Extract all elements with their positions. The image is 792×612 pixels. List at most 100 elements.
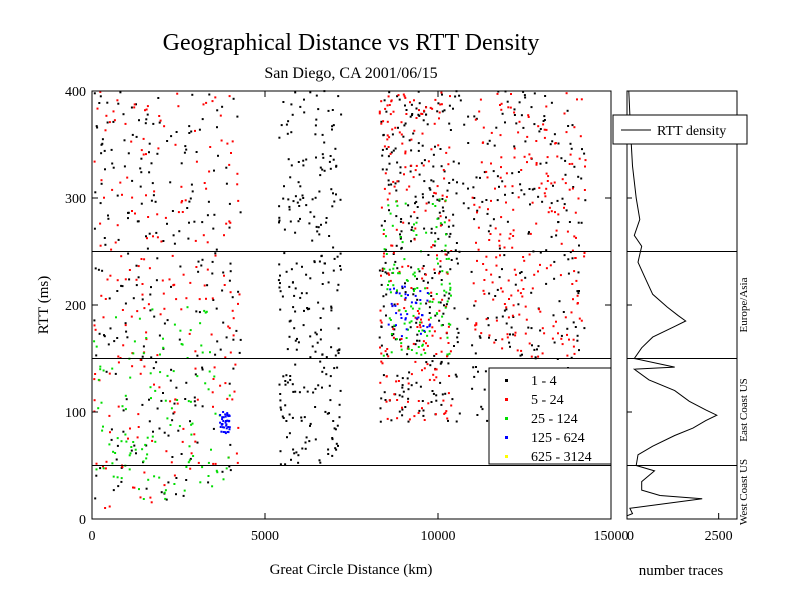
scatter-point: [572, 338, 575, 341]
scatter-point: [125, 398, 128, 401]
scatter-point: [333, 367, 336, 370]
scatter-point: [421, 193, 424, 196]
scatter-point: [400, 133, 403, 136]
scatter-point: [115, 316, 117, 319]
scatter-point: [425, 231, 428, 234]
scatter-point: [380, 397, 383, 400]
scatter-point: [142, 153, 145, 156]
scatter-point: [399, 166, 402, 169]
scatter-point: [439, 265, 442, 268]
scatter-point: [395, 338, 398, 341]
scatter-point: [94, 373, 97, 375]
scatter-point: [161, 279, 164, 282]
scatter-point: [495, 319, 498, 322]
scatter-point: [445, 253, 448, 256]
scatter-point: [214, 254, 217, 257]
scatter-point: [393, 393, 396, 396]
scatter-point: [441, 198, 444, 200]
scatter-point: [483, 388, 486, 391]
scatter-point: [385, 400, 388, 403]
scatter-point: [416, 333, 419, 336]
scatter-point: [99, 368, 102, 371]
scatter-point: [386, 417, 389, 420]
scatter-point: [566, 333, 568, 336]
scatter-point: [447, 392, 450, 395]
scatter-point: [436, 257, 439, 260]
scatter-point: [384, 271, 387, 274]
scatter-point: [201, 466, 204, 469]
scatter-point: [160, 240, 163, 243]
scatter-point: [419, 299, 422, 301]
scatter-point: [398, 410, 401, 413]
scatter-point: [387, 204, 390, 207]
scatter-point: [124, 322, 127, 325]
scatter-point: [290, 458, 292, 461]
scatter-point: [505, 322, 508, 325]
scatter-point: [561, 343, 564, 346]
scatter-point: [150, 501, 153, 504]
scatter-point: [339, 265, 342, 267]
scatter-point: [294, 363, 297, 366]
scatter-point: [442, 169, 445, 171]
scatter-point: [170, 407, 173, 410]
scatter-point: [415, 317, 418, 320]
scatter-point: [181, 440, 184, 443]
scatter-point: [434, 205, 437, 207]
scatter-point: [152, 430, 154, 433]
scatter-point: [483, 292, 486, 295]
scatter-point: [197, 260, 200, 263]
scatter-point: [537, 125, 540, 128]
scatter-point: [520, 279, 523, 282]
scatter-point: [117, 361, 120, 364]
scatter-point: [146, 105, 149, 108]
scatter-point: [328, 384, 331, 387]
scatter-point: [137, 413, 140, 416]
scatter-point: [336, 366, 339, 369]
scatter-point: [198, 298, 201, 301]
scatter-point: [508, 237, 511, 240]
scatter-point: [111, 367, 114, 370]
scatter-point: [148, 267, 151, 270]
scatter-point: [553, 133, 556, 136]
scatter-points: [93, 90, 588, 509]
scatter-point: [130, 315, 133, 318]
scatter-point: [488, 336, 490, 339]
scatter-point: [130, 140, 133, 143]
scatter-point: [217, 154, 219, 157]
scatter-point: [474, 324, 477, 327]
scatter-point: [188, 200, 191, 203]
scatter-point: [448, 282, 451, 285]
scatter-point: [327, 453, 330, 455]
scatter-point: [221, 418, 224, 421]
y-tick-label: 0: [79, 513, 86, 528]
scatter-point: [152, 194, 155, 197]
scatter-point: [382, 233, 385, 235]
scatter-point: [159, 353, 161, 356]
scatter-point: [507, 279, 510, 282]
scatter-point: [222, 478, 225, 481]
scatter-point: [309, 356, 312, 359]
scatter-point: [171, 210, 174, 212]
scatter-point: [385, 253, 388, 255]
scatter-point: [189, 400, 192, 403]
scatter-point: [389, 319, 392, 321]
chart-title: Geographical Distance vs RTT Density: [163, 30, 540, 56]
scatter-point: [432, 392, 435, 395]
scatter-point: [505, 306, 508, 309]
scatter-point: [102, 467, 105, 470]
scatter-point: [583, 255, 586, 258]
scatter-point: [285, 123, 288, 126]
scatter-point: [168, 278, 171, 281]
scatter-point: [395, 189, 398, 192]
scatter-point: [467, 115, 470, 118]
scatter-point: [214, 353, 217, 356]
scatter-point: [415, 107, 418, 110]
scatter-point: [108, 443, 111, 446]
scatter-point: [142, 352, 145, 355]
scatter-point: [392, 336, 395, 339]
scatter-point: [564, 159, 567, 162]
scatter-point: [418, 307, 421, 310]
scatter-point: [326, 412, 329, 415]
scatter-point: [166, 417, 169, 420]
